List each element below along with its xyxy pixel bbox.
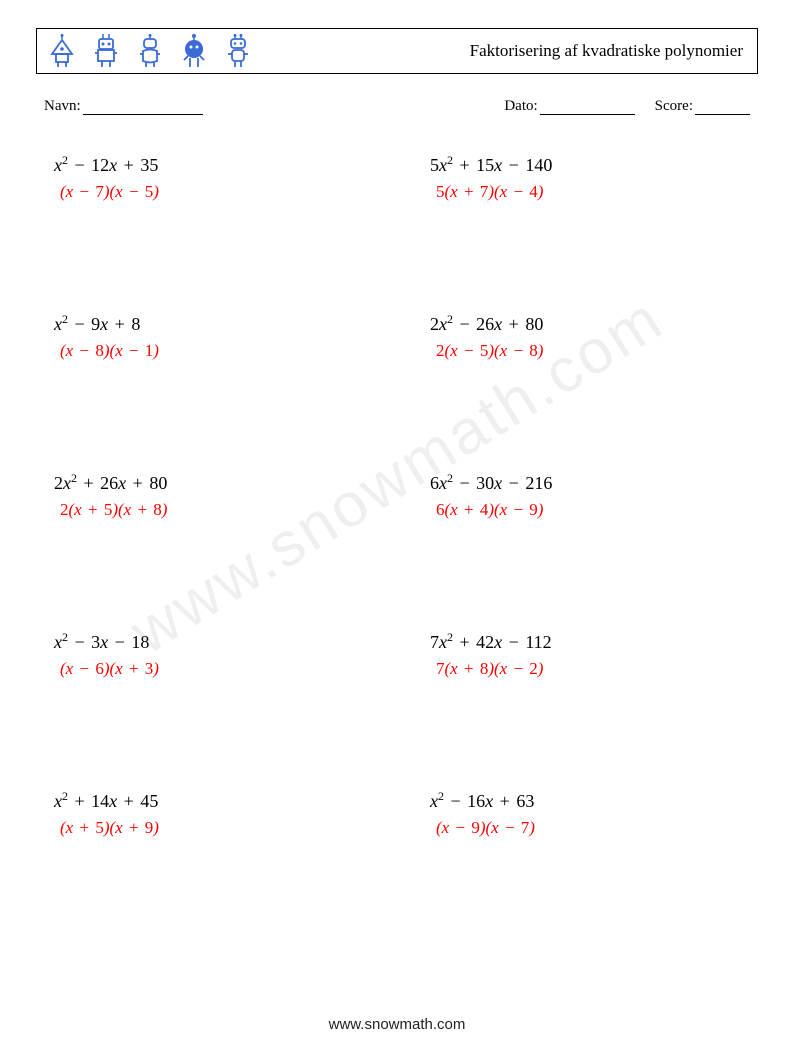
problem-answer: (x − 6)(x + 3) <box>54 659 370 679</box>
problem: x2 + 14x + 45 (x + 5)(x + 9) <box>54 789 370 838</box>
name-blank <box>83 114 203 115</box>
worksheet-title: Faktorisering af kvadratiske polynomier <box>470 41 743 61</box>
name-label: Navn: <box>44 98 81 114</box>
problem-expression: x2 + 14x + 45 <box>54 789 370 812</box>
robot-c-icon <box>135 34 165 68</box>
problem-answer: (x − 7)(x − 5) <box>54 182 370 202</box>
score-label: Score: <box>655 98 693 114</box>
problem: x2 − 12x + 35 (x − 7)(x − 5) <box>54 153 370 202</box>
problem-expression: 2x2 − 26x + 80 <box>430 312 746 335</box>
footer-url: www.snowmath.com <box>0 1016 794 1033</box>
problems-grid: x2 − 12x + 35 (x − 7)(x − 5) 5x2 + 15x − 1… <box>36 153 758 838</box>
problem-expression: 2x2 + 26x + 80 <box>54 471 370 494</box>
problem: 6x2 − 30x − 216 6(x + 4)(x − 9) <box>430 471 746 520</box>
date-blank <box>540 114 635 115</box>
robot-d-icon <box>179 34 209 68</box>
date-field: Dato: <box>504 98 634 115</box>
problem-expression: 6x2 − 30x − 216 <box>430 471 746 494</box>
problem: x2 − 16x + 63 (x − 9)(x − 7) <box>430 789 746 838</box>
date-label: Dato: <box>504 98 537 114</box>
robot-a-icon <box>47 34 77 68</box>
problem-answer: (x − 9)(x − 7) <box>430 818 746 838</box>
header-box: Faktorisering af kvadratiske polynomier <box>36 28 758 74</box>
problem-answer: 2(x − 5)(x − 8) <box>430 341 746 361</box>
robot-b-icon <box>91 34 121 68</box>
problem: 2x2 + 26x + 80 2(x + 5)(x + 8) <box>54 471 370 520</box>
problem-answer: 5(x + 7)(x − 4) <box>430 182 746 202</box>
problem-expression: 5x2 + 15x − 140 <box>430 153 746 176</box>
problem: 5x2 + 15x − 140 5(x + 7)(x − 4) <box>430 153 746 202</box>
problem-expression: x2 − 9x + 8 <box>54 312 370 335</box>
problem: x2 − 3x − 18 (x − 6)(x + 3) <box>54 630 370 679</box>
problem-expression: 7x2 + 42x − 112 <box>430 630 746 653</box>
score-field: Score: <box>655 98 750 115</box>
problem-answer: 6(x + 4)(x − 9) <box>430 500 746 520</box>
robot-row <box>47 34 253 68</box>
info-row: Navn: Dato: Score: <box>36 98 758 115</box>
problem: x2 − 9x + 8 (x − 8)(x − 1) <box>54 312 370 361</box>
problem-answer: (x − 8)(x − 1) <box>54 341 370 361</box>
problem-expression: x2 − 12x + 35 <box>54 153 370 176</box>
name-field: Navn: <box>44 98 203 115</box>
score-blank <box>695 114 750 115</box>
problem: 2x2 − 26x + 80 2(x − 5)(x − 8) <box>430 312 746 361</box>
problem-answer: (x + 5)(x + 9) <box>54 818 370 838</box>
problem-expression: x2 − 16x + 63 <box>430 789 746 812</box>
problem-answer: 7(x + 8)(x − 2) <box>430 659 746 679</box>
problem-answer: 2(x + 5)(x + 8) <box>54 500 370 520</box>
robot-e-icon <box>223 34 253 68</box>
problem: 7x2 + 42x − 112 7(x + 8)(x − 2) <box>430 630 746 679</box>
problem-expression: x2 − 3x − 18 <box>54 630 370 653</box>
